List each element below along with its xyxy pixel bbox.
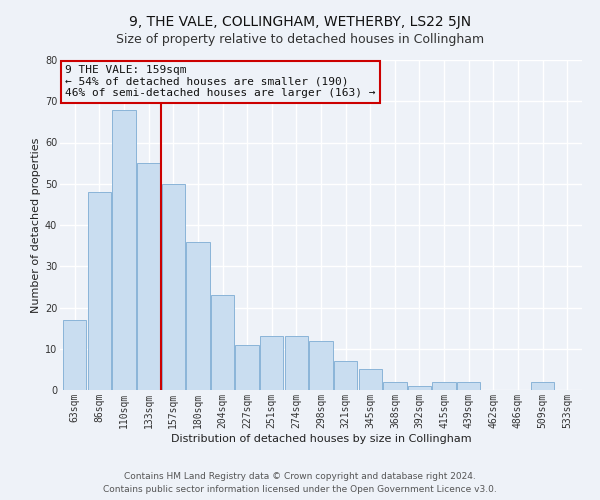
Y-axis label: Number of detached properties: Number of detached properties <box>31 138 41 312</box>
Text: 9, THE VALE, COLLINGHAM, WETHERBY, LS22 5JN: 9, THE VALE, COLLINGHAM, WETHERBY, LS22 … <box>129 15 471 29</box>
Bar <box>433 382 456 390</box>
Text: Contains HM Land Registry data © Crown copyright and database right 2024.
Contai: Contains HM Land Registry data © Crown c… <box>103 472 497 494</box>
Bar <box>63 320 86 390</box>
Bar <box>383 382 407 390</box>
Bar <box>310 340 332 390</box>
Bar <box>137 163 160 390</box>
Bar <box>161 184 185 390</box>
Bar <box>531 382 554 390</box>
Text: 9 THE VALE: 159sqm
← 54% of detached houses are smaller (190)
46% of semi-detach: 9 THE VALE: 159sqm ← 54% of detached hou… <box>65 65 376 98</box>
Bar <box>88 192 111 390</box>
Bar <box>112 110 136 390</box>
Bar <box>457 382 481 390</box>
Bar <box>334 361 358 390</box>
Bar <box>408 386 431 390</box>
X-axis label: Distribution of detached houses by size in Collingham: Distribution of detached houses by size … <box>170 434 472 444</box>
Bar <box>359 370 382 390</box>
Bar <box>211 295 234 390</box>
Bar <box>284 336 308 390</box>
Text: Size of property relative to detached houses in Collingham: Size of property relative to detached ho… <box>116 32 484 46</box>
Bar <box>260 336 283 390</box>
Bar <box>235 344 259 390</box>
Bar <box>186 242 209 390</box>
